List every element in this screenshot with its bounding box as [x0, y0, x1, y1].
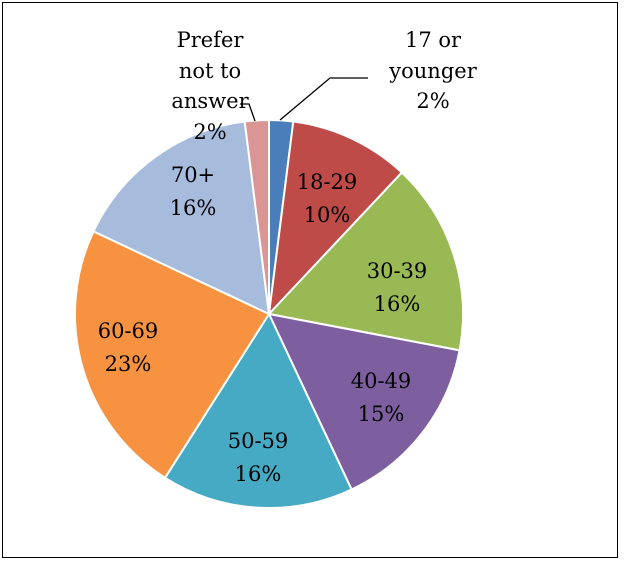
slice-label-line: 70+	[171, 163, 215, 187]
slice-label-line: 23%	[105, 352, 152, 376]
pie-slice-60-69	[74, 230, 271, 480]
slice-label-40-49: 40-49 15%	[351, 369, 412, 426]
slice-label-70: 70+ 16%	[170, 163, 217, 220]
slice-label-line: 16%	[374, 292, 421, 316]
slice-label-line: 16%	[170, 196, 217, 220]
slice-label-line: 10%	[304, 203, 351, 227]
slice-label-line: 2%	[416, 89, 449, 113]
slice-label-line: 16%	[235, 462, 282, 486]
slice-label-line: answer	[171, 89, 249, 113]
leader-lines	[240, 77, 368, 122]
pie-slice-40-49	[267, 312, 461, 491]
slice-label-17-or-younger: 17 or younger 2%	[388, 28, 477, 113]
slice-label-30-39: 30-39 16%	[367, 259, 428, 316]
slice-label-line: 15%	[358, 402, 405, 426]
pie-slice-prefer-not-to-answer	[243, 118, 270, 315]
slice-label-line: 60-69	[98, 319, 159, 343]
pie-slice-18-29	[267, 120, 404, 317]
leader-line-prefer-not-to-answer	[240, 103, 256, 122]
slice-label-line: 18-29	[297, 170, 358, 194]
slice-label-60-69: 60-69 23%	[98, 319, 159, 376]
pie-slices	[74, 118, 464, 509]
slice-label-line: 2%	[193, 120, 226, 144]
pie-slice-50-59	[163, 311, 353, 509]
slice-label-line: 17 or	[405, 28, 462, 52]
slice-label-line: Prefer	[177, 28, 245, 52]
pie-slice-70	[92, 120, 271, 316]
slice-label-line: not to	[179, 59, 241, 83]
slice-label-line: 50-59	[228, 429, 289, 453]
slice-label-50-59: 50-59 16%	[228, 429, 289, 486]
slice-label-line: 40-49	[351, 369, 412, 393]
pie-slice-30-39	[267, 171, 464, 352]
leader-line-17-or-younger	[279, 77, 368, 121]
slice-label-18-29: 18-29 10%	[297, 170, 358, 227]
slice-label-prefer-not-to-answer: Prefer not to answer 2%	[171, 28, 249, 144]
slice-label-line: younger	[388, 59, 477, 83]
slice-label-line: 30-39	[367, 259, 428, 283]
data-labels: 17 or younger 2% 18-29 10% 30-39 16% 40-49 15% 50…	[98, 28, 478, 486]
